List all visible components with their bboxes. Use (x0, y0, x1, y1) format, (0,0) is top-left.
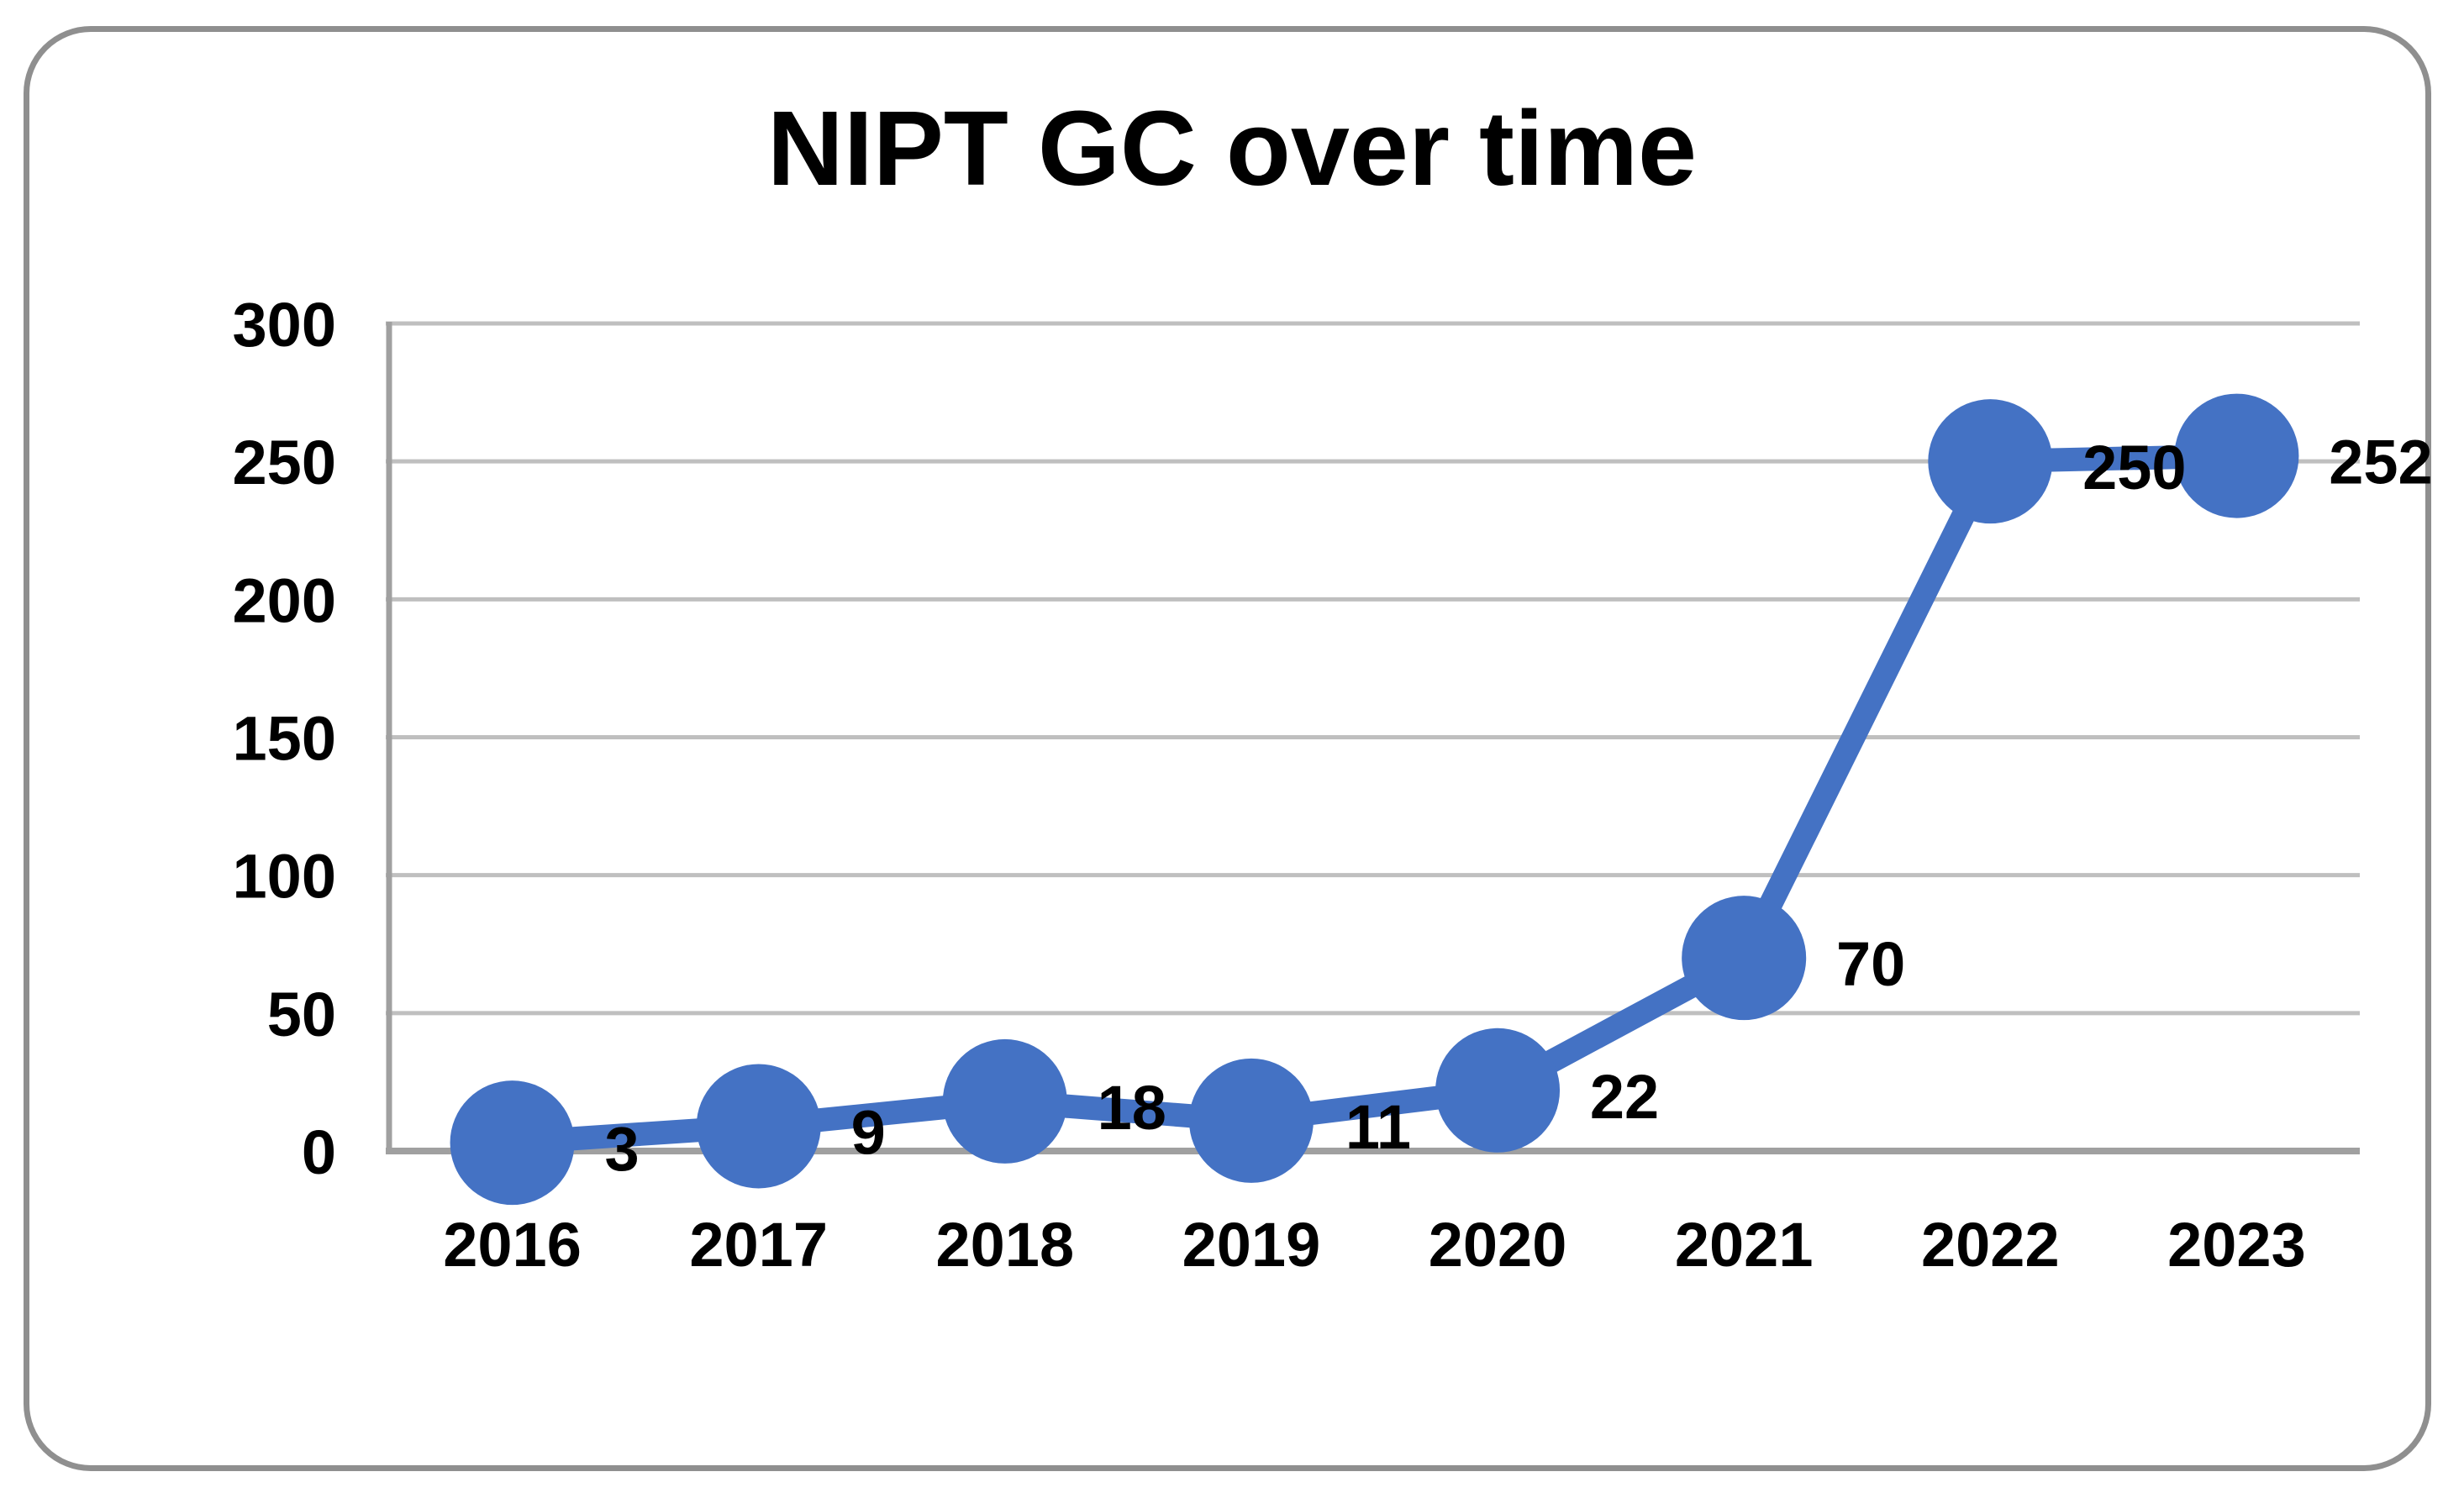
data-label: 70 (1836, 929, 1905, 999)
x-tick-label: 2016 (443, 1210, 582, 1280)
x-tick-label: 2022 (1921, 1210, 2060, 1280)
data-point (1435, 1028, 1561, 1153)
x-tick-label: 2017 (689, 1210, 828, 1280)
series-line (500, 444, 2249, 1155)
y-tick-label: 50 (267, 980, 336, 1049)
y-tick-label: 300 (233, 290, 336, 360)
data-label: 9 (851, 1097, 886, 1167)
data-point (1928, 399, 2053, 524)
x-tick-label: 2021 (1675, 1210, 1814, 1280)
data-label: 252 (2329, 428, 2432, 497)
y-tick-label: 0 (302, 1117, 336, 1187)
x-tick-label: 2019 (1182, 1210, 1321, 1280)
data-point (1682, 896, 1807, 1021)
data-point (696, 1064, 821, 1189)
x-tick-label: 2020 (1429, 1210, 1567, 1280)
data-label: 22 (1590, 1062, 1659, 1132)
y-tick-label: 200 (233, 565, 336, 635)
data-point (1188, 1058, 1314, 1183)
data-point (2174, 393, 2299, 518)
x-tick-label: 2018 (936, 1210, 1075, 1280)
data-label: 250 (2082, 433, 2186, 502)
data-label: 11 (1345, 1092, 1411, 1162)
chart-title: NIPT GC over time (766, 89, 1698, 208)
x-tick-label: 2023 (2167, 1210, 2306, 1280)
data-point (450, 1080, 575, 1206)
data-label: 18 (1098, 1073, 1166, 1143)
data-point (942, 1038, 1067, 1164)
y-tick-label: 250 (233, 428, 336, 497)
y-tick-label: 150 (233, 704, 336, 774)
data-label: 3 (604, 1114, 639, 1184)
y-tick-label: 100 (233, 842, 336, 912)
